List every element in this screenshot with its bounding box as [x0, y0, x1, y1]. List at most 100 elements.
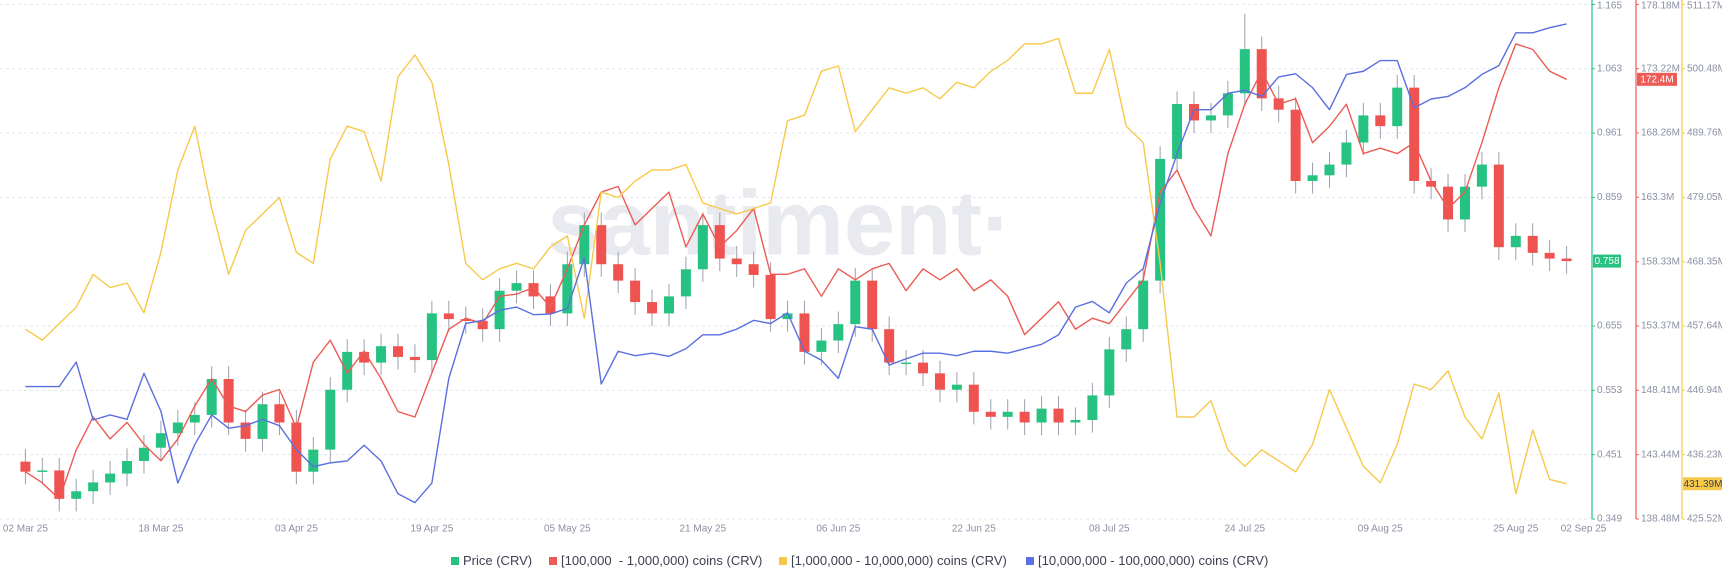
candle-body: [511, 283, 522, 291]
candle-body: [223, 378, 234, 423]
current-badge: [1637, 72, 1677, 86]
y-tick-label: 511.17M: [1687, 1, 1722, 12]
candle-body: [1155, 158, 1166, 281]
candle-body: [985, 411, 996, 417]
candle-body: [1087, 395, 1098, 420]
series-line: [25, 37, 1567, 495]
candle-body: [867, 280, 878, 330]
candle-body: [1324, 164, 1335, 176]
y-tick-label: 457.64M: [1687, 321, 1722, 332]
candle-body: [562, 264, 573, 314]
candle-body: [206, 378, 217, 415]
legend-label: [100,000 - 1,000,000) coins (CRV): [561, 553, 762, 568]
candle-body: [697, 225, 708, 270]
x-tick-label: 24 Jul 25: [1225, 524, 1266, 535]
legend-label: [10,000,000 - 100,000,000) coins (CRV): [1038, 553, 1268, 568]
candle-body: [528, 283, 539, 297]
candle-body: [172, 422, 183, 434]
candle-body: [122, 460, 133, 474]
y-tick-label: 489.76M: [1687, 128, 1722, 139]
y-tick-label: 468.35M: [1687, 256, 1722, 267]
x-tick-label: 06 Jun 25: [816, 524, 860, 535]
candle-body: [1443, 186, 1454, 220]
candle-body: [257, 404, 268, 439]
candle-body: [325, 389, 336, 450]
candle-body: [1426, 180, 1437, 187]
candle-body: [630, 280, 641, 303]
y-tick-label: 0.655: [1597, 321, 1622, 332]
candle-body: [409, 356, 420, 361]
candle-body: [138, 447, 149, 461]
candle-body: [376, 346, 387, 363]
candle-body: [1053, 408, 1064, 423]
x-tick-label: 09 Aug 25: [1358, 524, 1403, 535]
candle-body: [951, 384, 962, 390]
candle-body: [680, 269, 691, 297]
candle-body: [460, 319, 471, 321]
y-tick-label: 163.3M: [1641, 192, 1674, 203]
current-badge: [1683, 477, 1722, 491]
candle-body: [596, 225, 607, 265]
candle-body: [1409, 87, 1420, 181]
candle-body: [1104, 349, 1115, 396]
candle-body: [1375, 115, 1386, 127]
candle-body: [189, 414, 200, 423]
y-tick-label: 173.22M: [1641, 63, 1680, 74]
candle-body: [1358, 115, 1369, 143]
candle-body: [833, 324, 844, 341]
y-tick-label: 158.33M: [1641, 256, 1680, 267]
candle-body: [1172, 104, 1183, 159]
current-label: 172.4M: [1640, 74, 1673, 85]
candle-body: [1239, 49, 1250, 94]
y-tick-label: 168.26M: [1641, 128, 1680, 139]
candle-body: [748, 264, 759, 275]
candle-body: [934, 373, 945, 390]
candle-body: [799, 313, 810, 352]
x-tick-label: 08 Jul 25: [1089, 524, 1130, 535]
candle-body: [426, 313, 437, 361]
y-tick-label: 1.063: [1597, 63, 1622, 74]
candle-body: [1493, 164, 1504, 248]
candle-body: [1121, 329, 1132, 350]
x-tick-label: 02 Mar 25: [3, 524, 48, 535]
y-tick-label: 178.18M: [1641, 1, 1680, 12]
y-tick-label: 143.44M: [1641, 449, 1680, 460]
y-tick-label: 0.451: [1597, 449, 1622, 460]
candle-body: [342, 351, 353, 390]
candle-body: [1019, 411, 1030, 423]
candle-body: [1070, 419, 1081, 423]
candle-body: [1290, 109, 1301, 181]
y-tick-label: 0.859: [1597, 192, 1622, 203]
legend-label: Price (CRV): [463, 553, 532, 568]
candle-body: [1510, 235, 1521, 248]
series-line: [25, 23, 1567, 504]
y-tick-label: 1.165: [1597, 1, 1622, 12]
candle-body: [1341, 142, 1352, 165]
candle-body: [714, 225, 725, 259]
x-tick-label: 05 May 25: [544, 524, 591, 535]
x-tick-label: 18 Mar 25: [138, 524, 183, 535]
x-tick-label: 21 May 25: [679, 524, 726, 535]
current-badge: [1593, 254, 1621, 268]
candle-body: [647, 302, 658, 314]
y-tick-label: 0.349: [1597, 514, 1622, 525]
candle-body: [1205, 115, 1216, 121]
y-tick-label: 425.52M: [1687, 514, 1722, 525]
y-tick-label: 500.48M: [1687, 63, 1722, 74]
candle-body: [968, 384, 979, 412]
x-tick-label: 03 Apr 25: [275, 524, 318, 535]
candle-body: [274, 404, 285, 423]
candle-body: [1002, 411, 1013, 417]
x-tick-label: 02 Sep 25: [1561, 524, 1607, 535]
candle-body: [1138, 280, 1149, 330]
x-tick-label: 25 Aug 25: [1493, 524, 1538, 535]
candle-body: [1307, 175, 1318, 181]
candle-body: [1392, 87, 1403, 127]
candle-body: [359, 351, 370, 363]
legend-swatch: [451, 557, 459, 565]
candle-body: [816, 340, 827, 352]
candle-body: [1222, 93, 1233, 116]
legend-label: [1,000,000 - 10,000,000) coins (CRV): [791, 553, 1007, 568]
legend-swatch: [779, 557, 787, 565]
